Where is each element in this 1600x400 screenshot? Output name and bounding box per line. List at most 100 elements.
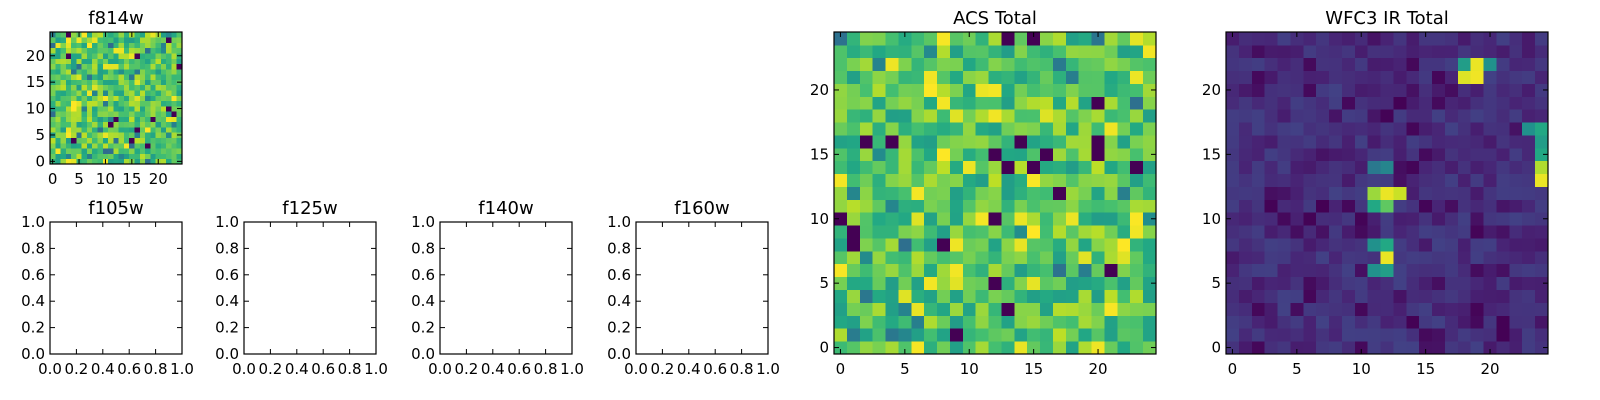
heatmap-cell — [1419, 341, 1433, 355]
heatmap-cell — [1143, 122, 1157, 136]
heatmap-cell — [937, 83, 951, 97]
heatmap-cell — [872, 109, 886, 123]
heatmap-cell — [50, 148, 56, 154]
heatmap-cell — [145, 53, 151, 59]
heatmap-cell — [1341, 250, 1356, 265]
heatmap-cell — [1303, 96, 1317, 110]
heatmap-cell — [846, 302, 861, 316]
heatmap-cell — [898, 212, 912, 226]
heatmap-cell — [50, 63, 56, 70]
heatmap-cell — [859, 289, 874, 303]
heatmap-cell — [145, 127, 151, 133]
heatmap-cell — [1535, 83, 1549, 97]
heatmap-cell — [949, 315, 964, 329]
heatmap-cell — [1290, 263, 1304, 278]
heatmap-cell — [924, 276, 938, 290]
heatmap-cell — [155, 74, 162, 80]
heatmap-cell — [1380, 135, 1394, 149]
heatmap-cell — [97, 111, 104, 117]
heatmap-cell — [962, 109, 977, 123]
heatmap-cell — [937, 263, 951, 278]
heatmap-cell — [1264, 250, 1278, 265]
heatmap-cell — [1052, 186, 1067, 200]
heatmap-cell — [1406, 122, 1420, 136]
heatmap-cell — [1027, 289, 1041, 303]
heatmap-cell — [885, 186, 899, 200]
heatmap-cell — [102, 121, 109, 128]
heatmap-cell — [71, 100, 77, 107]
heatmap-cell — [81, 79, 88, 86]
heatmap-cell — [118, 137, 125, 144]
heatmap-cell — [50, 142, 56, 149]
heatmap-cell — [1329, 96, 1343, 110]
heatmap-cell — [176, 137, 183, 144]
x-tick-label: 0.6 — [117, 360, 141, 378]
heatmap-cell — [134, 58, 141, 65]
heatmap-cell — [92, 105, 98, 112]
heatmap-cell — [160, 158, 167, 165]
heatmap-cell — [1419, 70, 1433, 84]
heatmap-cell — [160, 90, 167, 96]
heatmap-cell — [1052, 147, 1067, 162]
heatmap-cell — [71, 111, 77, 117]
heatmap-cell — [71, 121, 77, 128]
heatmap-cell — [118, 90, 125, 96]
heatmap-cell — [102, 153, 109, 160]
heatmap-cell — [1457, 263, 1472, 278]
heatmap-cell — [1277, 83, 1291, 97]
heatmap-cell — [1419, 263, 1433, 278]
heatmap-cell — [885, 328, 899, 342]
heatmap-cell — [1040, 328, 1054, 342]
heatmap-cell — [1406, 276, 1420, 290]
heatmap-cell — [150, 137, 156, 144]
heatmap-cell — [1316, 83, 1330, 97]
heatmap-cell — [1251, 225, 1266, 239]
heatmap-cell — [150, 95, 156, 102]
heatmap-cell — [834, 302, 848, 316]
heatmap-cell — [1535, 315, 1549, 329]
heatmap-cell — [834, 212, 848, 226]
heatmap-cell — [81, 105, 88, 112]
heatmap-cell — [975, 122, 989, 136]
heatmap-cell — [988, 238, 1002, 252]
heatmap-cell — [1470, 199, 1484, 213]
heatmap-cell — [65, 153, 72, 160]
heatmap-cell — [1001, 83, 1015, 97]
heatmap-cell — [81, 53, 88, 59]
heatmap-cell — [1341, 263, 1356, 278]
heatmap-cell — [885, 160, 899, 175]
heatmap-cell — [1432, 315, 1446, 329]
heatmap-cell — [102, 148, 109, 154]
heatmap-cell — [1535, 302, 1549, 316]
heatmap-cell — [155, 79, 162, 86]
heatmap-cell — [155, 42, 162, 49]
y-tick-label: 0.4 — [21, 292, 45, 310]
heatmap-cell — [129, 105, 135, 112]
x-tick-label: 0.6 — [311, 360, 335, 378]
heatmap-cell — [1341, 135, 1356, 149]
heatmap-cell — [937, 173, 951, 187]
heatmap-cell — [71, 32, 77, 38]
heatmap-cell — [65, 148, 72, 154]
heatmap-cell — [885, 57, 899, 72]
heatmap-cell — [1065, 199, 1080, 213]
heatmap-cell — [55, 58, 61, 65]
heatmap-cell — [1117, 135, 1131, 149]
heatmap-cell — [1303, 32, 1317, 46]
heatmap-cell — [60, 137, 67, 144]
heatmap-cell — [1470, 70, 1484, 84]
y-tick-label: 10 — [26, 100, 45, 118]
heatmap-cell — [1380, 263, 1394, 278]
heatmap-cell — [1444, 341, 1459, 355]
heatmap-cell — [1143, 57, 1157, 72]
heatmap-cell — [1052, 263, 1067, 278]
heatmap-cell — [113, 68, 120, 75]
heatmap-cell — [1143, 135, 1157, 149]
heatmap-cell — [872, 302, 886, 316]
heatmap-cell — [1078, 122, 1092, 136]
heatmap-cell — [937, 250, 951, 265]
heatmap-cell — [1226, 44, 1240, 59]
heatmap-cell — [155, 100, 162, 107]
heatmap-cell — [924, 225, 938, 239]
y-tick-label: 0.0 — [411, 345, 435, 363]
